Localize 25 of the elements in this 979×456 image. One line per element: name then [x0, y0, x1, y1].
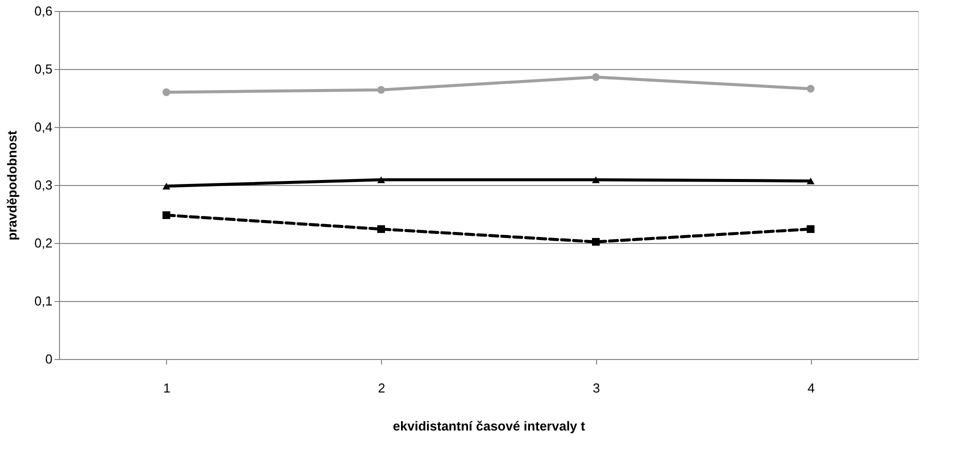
point [806, 225, 814, 233]
x-tick-label: 2 [378, 380, 386, 396]
point [162, 211, 170, 220]
point [377, 86, 385, 94]
point [592, 176, 600, 184]
point [377, 225, 385, 233]
y-tick-label: 0,1 [34, 294, 52, 308]
y-tick-label: 0 [45, 352, 52, 366]
y-tick-label: 0,2 [34, 236, 52, 250]
y-tick-label: 0,3 [34, 178, 52, 192]
x-tick-label: 1 [163, 380, 170, 396]
point [592, 73, 600, 81]
point [377, 176, 385, 184]
point [806, 84, 814, 93]
y-axis-title: pravděpodobnost [4, 130, 20, 240]
x-axis-title: ekvidistantní časové intervaly t [392, 418, 586, 434]
y-tick-label: 0,6 [34, 4, 52, 18]
x-tick-label: 4 [808, 380, 815, 396]
y-tick-label: 0,5 [34, 62, 52, 76]
point [806, 178, 814, 184]
point [592, 238, 600, 246]
point [162, 182, 170, 190]
y-tick-label: 0,4 [34, 120, 52, 134]
x-tick-label: 3 [592, 380, 600, 396]
point [162, 88, 170, 96]
